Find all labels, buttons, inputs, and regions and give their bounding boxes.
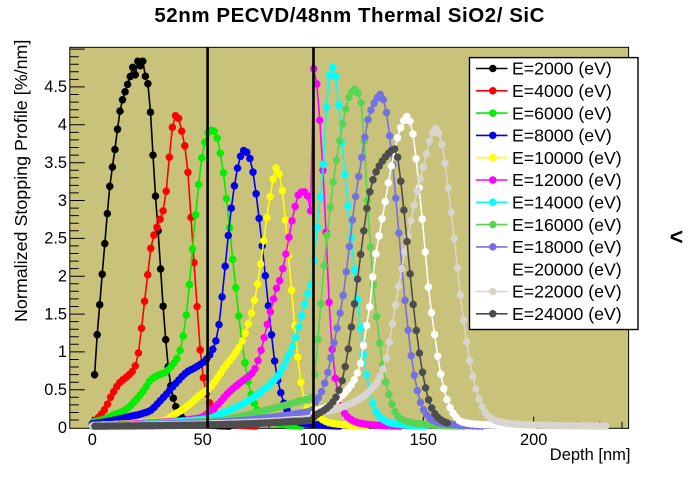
svg-text:E=20000 (eV): E=20000 (eV): [512, 259, 622, 279]
svg-text:4.5: 4.5: [44, 78, 67, 96]
svg-text:E=2000 (eV): E=2000 (eV): [512, 59, 612, 79]
svg-text:4: 4: [58, 116, 67, 134]
svg-text:3.5: 3.5: [44, 154, 67, 172]
svg-text:2.5: 2.5: [44, 230, 67, 248]
svg-text:E=22000 (eV): E=22000 (eV): [512, 282, 622, 302]
svg-text:0: 0: [58, 419, 67, 437]
svg-text:150: 150: [410, 431, 437, 449]
svg-text:E=14000 (eV): E=14000 (eV): [512, 193, 622, 213]
svg-text:2: 2: [58, 268, 67, 286]
svg-text:1: 1: [58, 343, 67, 361]
svg-text:E=6000 (eV): E=6000 (eV): [512, 103, 612, 123]
svg-text:E=8000 (eV): E=8000 (eV): [512, 126, 612, 146]
svg-text:E=12000 (eV): E=12000 (eV): [512, 170, 622, 190]
svg-text:0.5: 0.5: [44, 381, 67, 399]
svg-text:100: 100: [299, 431, 326, 449]
svg-text:E=4000 (eV): E=4000 (eV): [512, 81, 612, 101]
svg-text:3: 3: [58, 192, 67, 210]
svg-text:E=16000 (eV): E=16000 (eV): [512, 215, 622, 235]
svg-text:E=10000 (eV): E=10000 (eV): [512, 148, 622, 168]
svg-text:50: 50: [193, 431, 211, 449]
svg-text:E=24000 (eV): E=24000 (eV): [512, 304, 622, 324]
svg-text:Normalized Stopping Profile [%: Normalized Stopping Profile [%/nm]: [11, 40, 31, 322]
svg-text:1.5: 1.5: [44, 305, 67, 323]
svg-text:Depth [nm]: Depth [nm]: [550, 446, 631, 464]
svg-text:0: 0: [88, 431, 97, 449]
svg-text:52nm PECVD/48nm Thermal SiO2/: 52nm PECVD/48nm Thermal SiO2/ SiC: [154, 4, 545, 27]
svg-text:E=18000 (eV): E=18000 (eV): [512, 237, 622, 257]
svg-text:<: <: [670, 224, 683, 250]
svg-text:200: 200: [520, 431, 547, 449]
